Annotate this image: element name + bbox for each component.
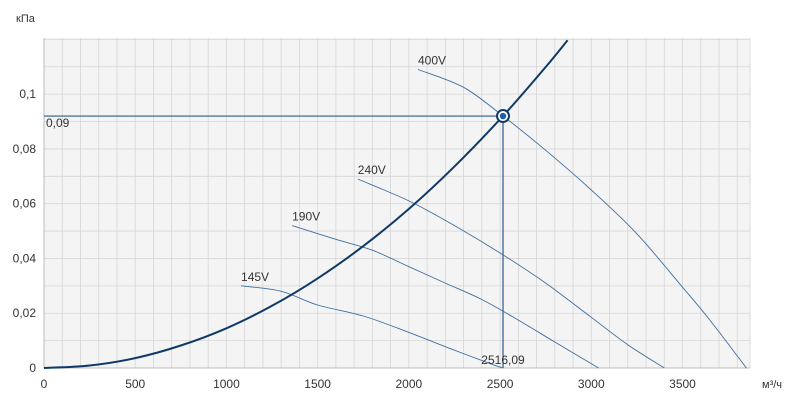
x-tick-label: 2000 bbox=[396, 377, 423, 391]
operating-point-x-label: 2516,09 bbox=[481, 353, 525, 367]
fan-curve-label: 240V bbox=[358, 163, 386, 177]
fan-curve-label: 190V bbox=[292, 210, 320, 224]
fan-curve-240v bbox=[357, 178, 665, 369]
y-tick-label: 0,08 bbox=[13, 142, 37, 156]
x-tick-label: 3500 bbox=[669, 377, 696, 391]
y-tick-label: 0,1 bbox=[19, 87, 36, 101]
operating-point-y-label: 0,09 bbox=[46, 116, 70, 130]
fan-curves: 145V 190V 240V 400V bbox=[240, 53, 747, 369]
x-tick-label: 2500 bbox=[487, 377, 514, 391]
x-axis-unit: м³/ч bbox=[762, 379, 782, 391]
fan-curve-400v bbox=[417, 69, 747, 369]
y-tick-labels: 0 0,02 0,04 0,06 0,08 0,1 bbox=[13, 87, 37, 375]
fan-curve-label: 400V bbox=[418, 53, 446, 67]
axes bbox=[43, 38, 750, 369]
y-tick-label: 0,04 bbox=[13, 251, 37, 265]
fan-curve-label: 145V bbox=[241, 270, 269, 284]
plot-area bbox=[44, 38, 750, 368]
fan-curve-190v bbox=[291, 225, 599, 369]
x-tick-label: 1500 bbox=[304, 377, 331, 391]
grid bbox=[44, 38, 751, 368]
x-tick-label: 3000 bbox=[578, 377, 605, 391]
x-tick-label: 500 bbox=[125, 377, 145, 391]
x-tick-labels: 0 500 1000 1500 2000 2500 3000 3500 bbox=[41, 377, 697, 391]
operating-point-dot bbox=[499, 112, 507, 120]
operating-point-group: 0,09 2516,09 bbox=[46, 109, 525, 367]
operating-point-guides bbox=[44, 115, 504, 368]
y-tick-label: 0 bbox=[29, 361, 36, 375]
y-tick-label: 0,02 bbox=[13, 306, 37, 320]
x-tick-label: 0 bbox=[41, 377, 48, 391]
y-tick-label: 0,06 bbox=[13, 197, 37, 211]
fan-curve-145v bbox=[240, 285, 504, 369]
x-tick-label: 1000 bbox=[213, 377, 240, 391]
y-axis-unit: кПа bbox=[16, 13, 36, 25]
